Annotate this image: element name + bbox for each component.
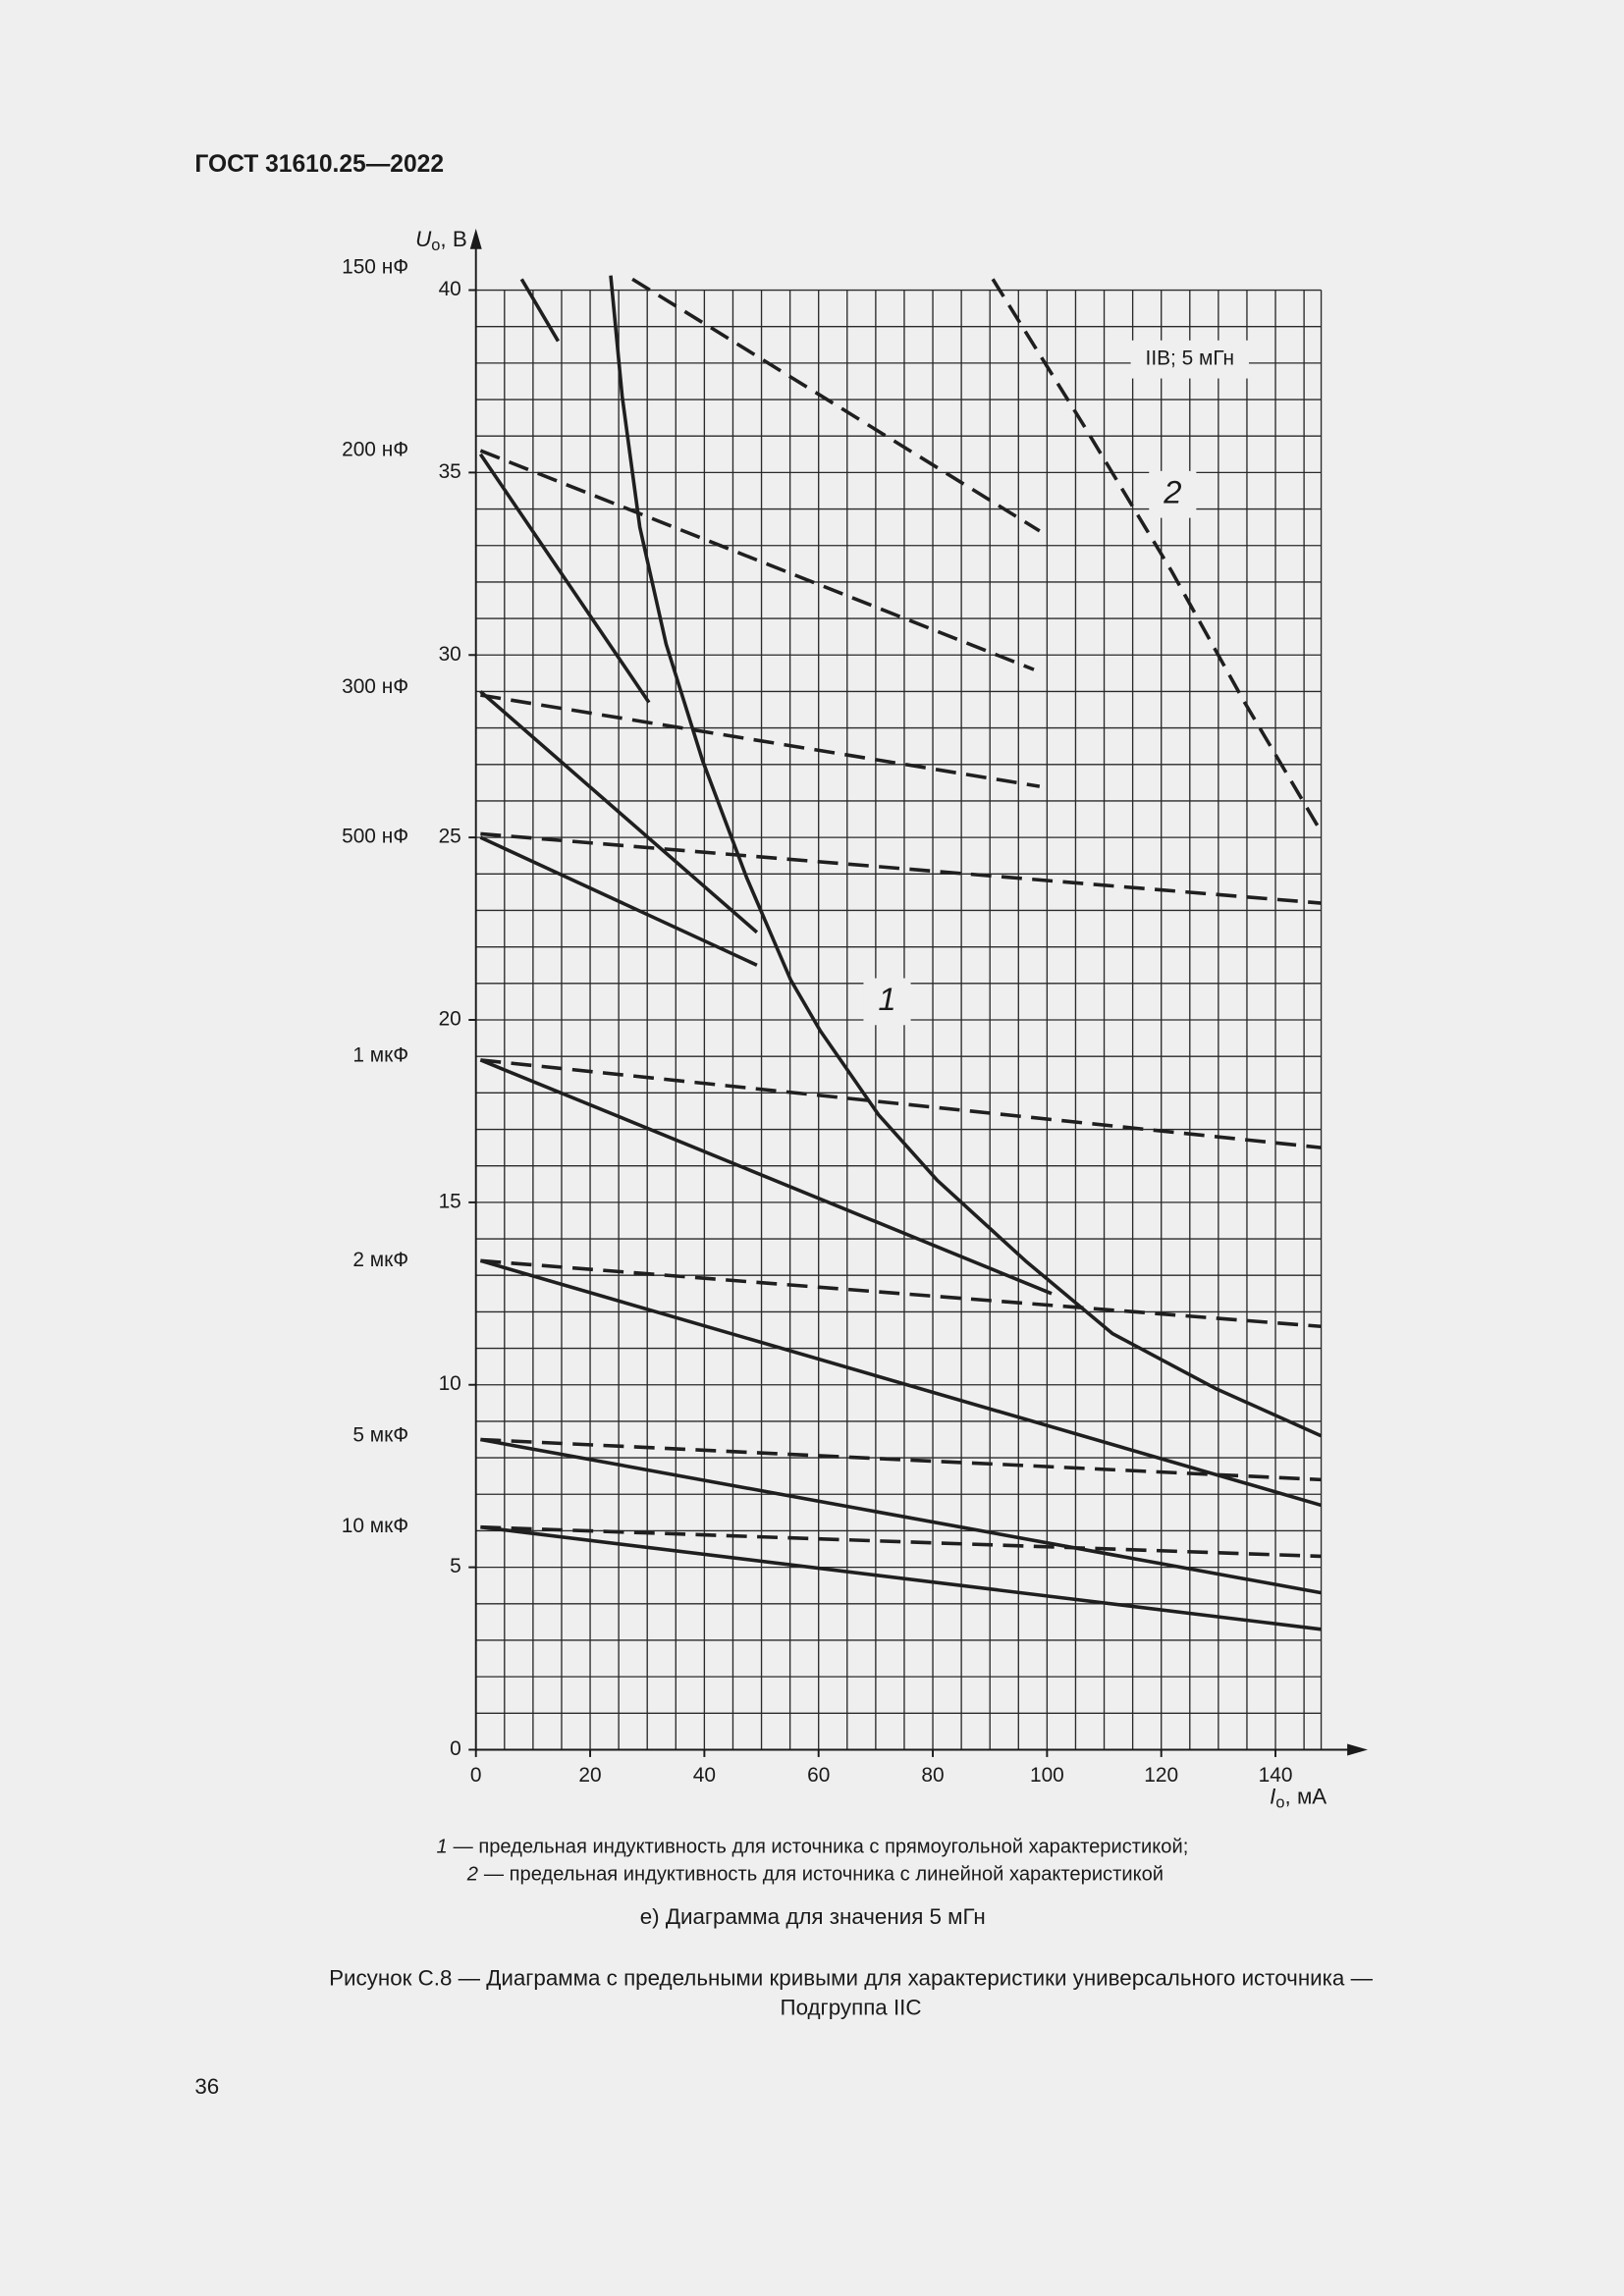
dashed-curve (480, 831, 1322, 905)
x-tick-label: 0 (470, 1764, 482, 1787)
annotation: 2 (1163, 473, 1181, 509)
capacitance-label: 2 мкФ (352, 1249, 408, 1271)
solid-curve (479, 835, 758, 967)
note: 1 — предельная индуктивность для источник… (436, 1837, 1188, 1858)
dashed-curve (631, 277, 1041, 533)
capacitance-label: 500 нФ (342, 826, 408, 848)
dashed-curve (480, 1258, 1322, 1329)
x-tick-label: 60 (807, 1764, 830, 1787)
dashed-curve (480, 1058, 1322, 1149)
x-tick-label: 100 (1030, 1764, 1064, 1787)
dashed-curve (480, 693, 1041, 788)
x-tick-label: 140 (1259, 1764, 1293, 1787)
capacitance-label: 300 нФ (342, 675, 408, 698)
solid-curve (479, 1258, 1323, 1508)
annotation-box (1149, 470, 1197, 518)
y-tick-label: 15 (439, 1190, 461, 1212)
capacitance-label: 1 мкФ (352, 1044, 408, 1067)
caption-line: Подгруппа IIC (781, 1995, 922, 2019)
x-tick-label: 20 (578, 1764, 601, 1787)
y-tick-label: 0 (450, 1737, 461, 1760)
x-axis-label: Iо, мА (1270, 1785, 1326, 1812)
solid-curve (519, 278, 561, 343)
axis-subscript: о (1275, 1794, 1284, 1812)
axis-subscript: о (431, 237, 440, 254)
solid-curve (480, 1524, 1322, 1631)
subcaption: е) Диаграмма для значения 5 мГн (640, 1904, 986, 1929)
solid-curve (480, 1437, 1322, 1595)
page-number: 36 (194, 2074, 219, 2099)
chart: 0 5 10 15 20 25 30 35 40 0 20 40 60 80 100 120 140 150 нФ… (342, 227, 1368, 1812)
x-tick-label: 80 (921, 1764, 944, 1787)
x-tick-label: 120 (1144, 1764, 1178, 1787)
y-tick-label: 30 (439, 643, 461, 666)
axis-symbol: I (1270, 1785, 1275, 1809)
y-tick-label: 25 (439, 826, 461, 848)
y-axis-label: Uо, В (415, 227, 467, 254)
y-axis-arrow (469, 228, 482, 249)
annotation: 1 (878, 981, 895, 1017)
capacitance-label: 5 мкФ (352, 1423, 408, 1446)
dashed-curve (480, 1437, 1322, 1482)
annotation-box (863, 978, 911, 1026)
caption-line: Рисунок С.8 — Диаграмма с предельными кр… (329, 1966, 1373, 1991)
y-tick-label: 35 (439, 460, 461, 483)
annotation-box (1130, 340, 1249, 379)
x-tick-label: 40 (693, 1764, 716, 1787)
dashed-curve (480, 1524, 1322, 1559)
note-number: 1 (436, 1837, 447, 1858)
note-text: — предельная индуктивность для источника… (484, 1864, 1164, 1886)
capacitance-label: 150 нФ (342, 256, 408, 279)
header: ГОСТ 31610.25—2022 (194, 151, 444, 178)
y-tick-label: 40 (439, 278, 461, 300)
solid-curve (479, 690, 759, 934)
dashed-curve (479, 449, 1035, 671)
note-number: 2 (466, 1864, 478, 1886)
axis-unit: , мА (1285, 1785, 1327, 1809)
axis-symbol: U (415, 227, 432, 251)
y-tick-label: 5 (450, 1555, 461, 1577)
capacitance-label: 10 мкФ (342, 1515, 408, 1537)
y-tick-label: 20 (439, 1008, 461, 1031)
axis-unit: , В (440, 227, 466, 251)
solid-curve (478, 453, 651, 704)
note: 2 — предельная индуктивность для источник… (466, 1864, 1164, 1886)
solid-curve (609, 275, 1323, 1438)
x-axis-arrow (1347, 1743, 1368, 1756)
solid-curve (479, 1058, 1053, 1296)
capacitance-label: 200 нФ (342, 439, 408, 461)
y-tick-label: 10 (439, 1372, 461, 1395)
dashed-curve (991, 278, 1325, 835)
annotation: IIB; 5 мГн (1146, 347, 1235, 370)
note-text: — предельная индуктивность для источника… (454, 1837, 1189, 1858)
